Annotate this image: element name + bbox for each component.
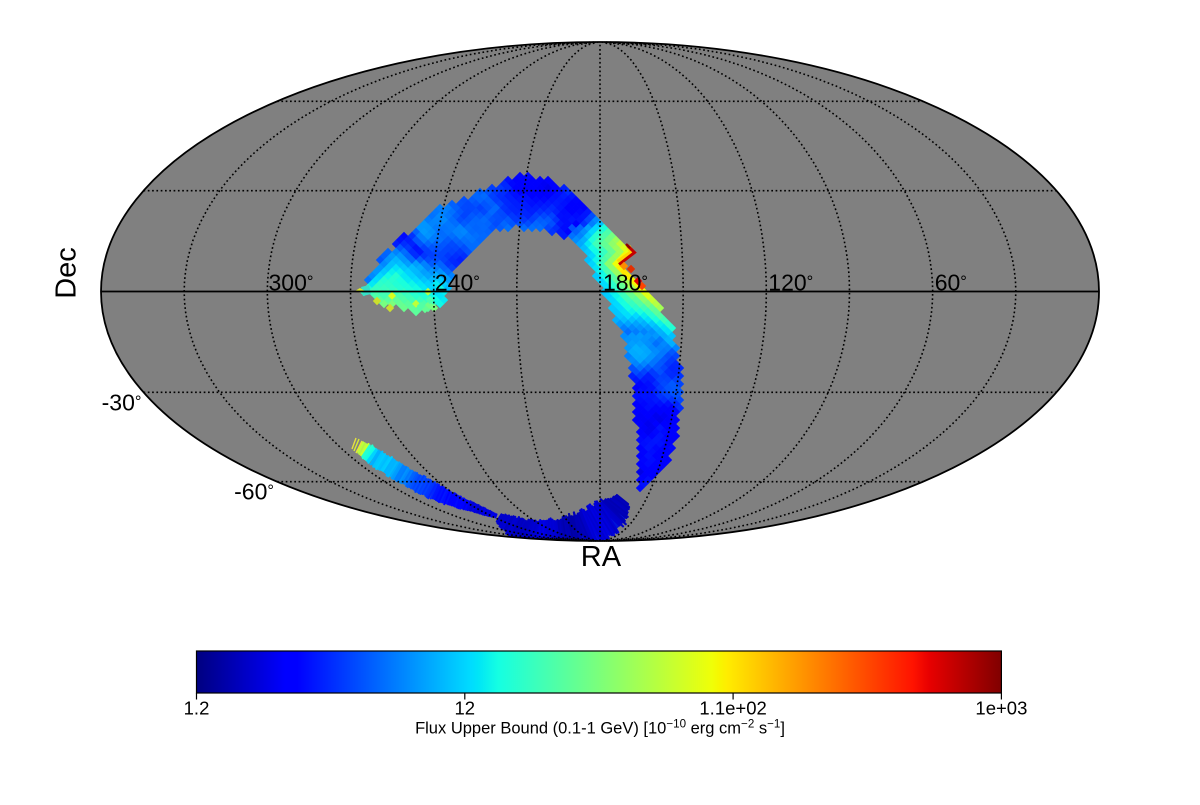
svg-text:Dec: Dec: [50, 247, 82, 299]
svg-text:1e+03: 1e+03: [975, 698, 1027, 719]
svg-text:-30°: -30°: [102, 390, 142, 416]
svg-text:12: 12: [455, 698, 476, 719]
svg-text:240°: 240°: [435, 270, 480, 296]
svg-text:1.2: 1.2: [184, 698, 210, 719]
svg-text:RA: RA: [581, 541, 622, 573]
svg-text:120°: 120°: [768, 270, 813, 296]
svg-text:-60°: -60°: [234, 479, 274, 505]
svg-text:Flux Upper Bound (0.1-1 GeV) [: Flux Upper Bound (0.1-1 GeV) [10−10 erg …: [415, 718, 785, 738]
svg-text:1.1e+02: 1.1e+02: [699, 698, 766, 719]
svg-text:180°: 180°: [603, 270, 648, 296]
svg-text:300°: 300°: [269, 270, 314, 296]
